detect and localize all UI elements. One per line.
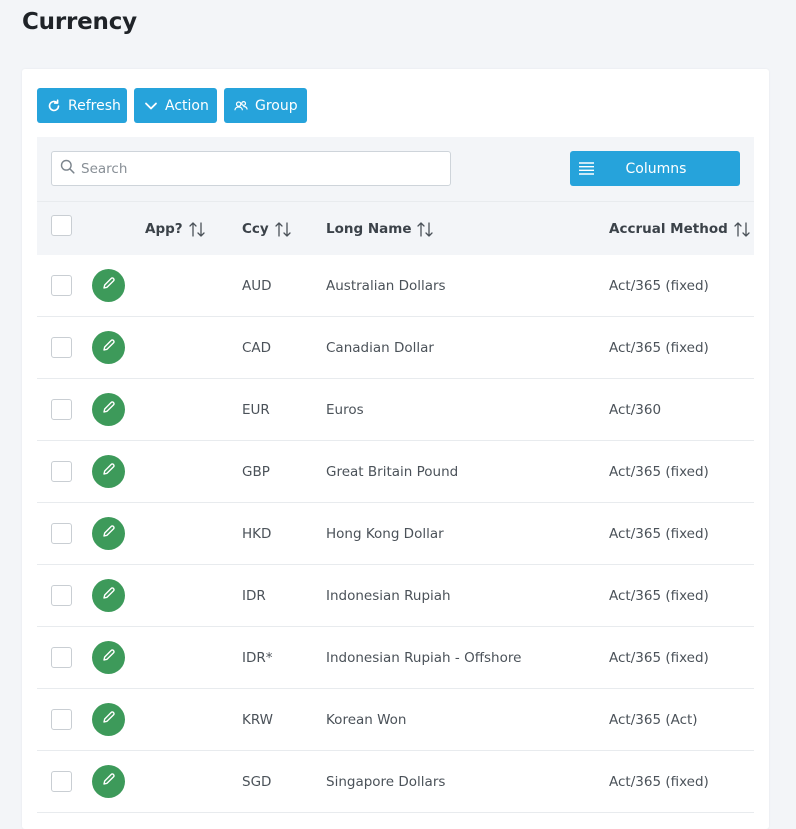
table-row: IDR Indonesian Rupiah Act/365 (fixed) [37, 565, 754, 627]
cell-accrual-method: Act/365 (fixed) [609, 588, 709, 604]
cell-long-name: Euros [326, 402, 364, 418]
row-checkbox[interactable] [51, 585, 72, 606]
table-row: KRW Korean Won Act/365 (Act) [37, 689, 754, 751]
cell-ccy: IDR [242, 588, 266, 604]
edit-button[interactable] [92, 579, 125, 612]
table-header: App? Ccy Long Name Accrual Method [37, 201, 754, 255]
currency-card: Refresh Action Group [22, 69, 769, 829]
sort-icon [275, 221, 291, 237]
cell-long-name: Singapore Dollars [326, 774, 446, 790]
cell-ccy: HKD [242, 526, 272, 542]
edit-button[interactable] [92, 765, 125, 798]
row-checkbox[interactable] [51, 399, 72, 420]
refresh-button[interactable]: Refresh [37, 88, 127, 123]
sort-icon [734, 221, 750, 237]
edit-button[interactable] [92, 331, 125, 364]
cell-long-name: Indonesian Rupiah [326, 588, 451, 604]
cell-long-name: Hong Kong Dollar [326, 526, 444, 542]
table-row: CAD Canadian Dollar Act/365 (fixed) [37, 317, 754, 379]
cell-accrual-method: Act/365 (fixed) [609, 340, 709, 356]
toolbar: Refresh Action Group [37, 88, 307, 123]
column-header-ccy[interactable]: Ccy [242, 221, 291, 237]
row-checkbox[interactable] [51, 709, 72, 730]
cell-accrual-method: Act/365 (fixed) [609, 464, 709, 480]
cell-ccy: CAD [242, 340, 272, 356]
row-checkbox[interactable] [51, 275, 72, 296]
pencil-icon [101, 338, 116, 357]
page-title: Currency [22, 9, 137, 35]
pencil-icon [101, 648, 116, 667]
cell-ccy: KRW [242, 712, 274, 728]
cell-ccy: EUR [242, 402, 270, 418]
cell-long-name: Indonesian Rupiah - Offshore [326, 650, 522, 666]
sort-icon [188, 221, 205, 237]
cell-long-name: Canadian Dollar [326, 340, 434, 356]
table-row: IDR* Indonesian Rupiah - Offshore Act/36… [37, 627, 754, 689]
column-header-label: Accrual Method [609, 221, 728, 237]
users-icon [234, 99, 248, 113]
table-body: AUD Australian Dollars Act/365 (fixed) C… [37, 255, 754, 813]
group-label: Group [255, 97, 298, 114]
row-checkbox[interactable] [51, 461, 72, 482]
table-row: GBP Great Britain Pound Act/365 (fixed) [37, 441, 754, 503]
table-row: AUD Australian Dollars Act/365 (fixed) [37, 255, 754, 317]
cell-accrual-method: Act/365 (Act) [609, 712, 698, 728]
columns-button[interactable]: Columns [570, 151, 740, 186]
list-icon [579, 162, 594, 179]
row-checkbox[interactable] [51, 523, 72, 544]
columns-label: Columns [625, 160, 687, 177]
sort-icon [417, 221, 434, 237]
edit-button[interactable] [92, 455, 125, 488]
search-icon [60, 159, 75, 178]
edit-button[interactable] [92, 393, 125, 426]
action-button[interactable]: Action [134, 88, 217, 123]
column-header-long-name[interactable]: Long Name [326, 221, 434, 237]
pencil-icon [101, 710, 116, 729]
cell-accrual-method: Act/365 (fixed) [609, 526, 709, 542]
table-toolbar: Columns [37, 137, 754, 201]
column-header-accrual-method[interactable]: Accrual Method [609, 221, 750, 237]
table-row: HKD Hong Kong Dollar Act/365 (fixed) [37, 503, 754, 565]
cell-accrual-method: Act/360 [609, 402, 662, 418]
cell-ccy: SGD [242, 774, 272, 790]
row-checkbox[interactable] [51, 337, 72, 358]
cell-long-name: Australian Dollars [326, 278, 446, 294]
cell-ccy: AUD [242, 278, 272, 294]
cell-ccy: IDR* [242, 650, 273, 666]
column-header-label: Ccy [242, 221, 269, 237]
group-button[interactable]: Group [224, 88, 307, 123]
search-input[interactable] [81, 160, 441, 177]
pencil-icon [101, 462, 116, 481]
cell-accrual-method: Act/365 (fixed) [609, 650, 709, 666]
pencil-icon [101, 524, 116, 543]
row-checkbox[interactable] [51, 771, 72, 792]
column-header-label: Long Name [326, 221, 412, 237]
pencil-icon [101, 400, 116, 419]
currency-table: Columns App? Ccy Long Name [37, 137, 754, 813]
cell-long-name: Great Britain Pound [326, 464, 459, 480]
pencil-icon [101, 772, 116, 791]
cell-long-name: Korean Won [326, 712, 407, 728]
table-row: SGD Singapore Dollars Act/365 (fixed) [37, 751, 754, 813]
edit-button[interactable] [92, 703, 125, 736]
cell-ccy: GBP [242, 464, 270, 480]
search-box[interactable] [51, 151, 451, 186]
edit-button[interactable] [92, 517, 125, 550]
refresh-label: Refresh [68, 97, 121, 114]
edit-button[interactable] [92, 641, 125, 674]
column-header-app[interactable]: App? [145, 221, 205, 237]
select-all-checkbox[interactable] [51, 215, 72, 236]
table-row: EUR Euros Act/360 [37, 379, 754, 441]
pencil-icon [101, 586, 116, 605]
action-label: Action [165, 97, 209, 114]
cell-accrual-method: Act/365 (fixed) [609, 278, 709, 294]
row-checkbox[interactable] [51, 647, 72, 668]
refresh-icon [47, 98, 61, 113]
cell-accrual-method: Act/365 (fixed) [609, 774, 709, 790]
pencil-icon [101, 276, 116, 295]
chevron-down-icon [144, 99, 158, 113]
column-header-label: App? [145, 221, 183, 237]
edit-button[interactable] [92, 269, 125, 302]
